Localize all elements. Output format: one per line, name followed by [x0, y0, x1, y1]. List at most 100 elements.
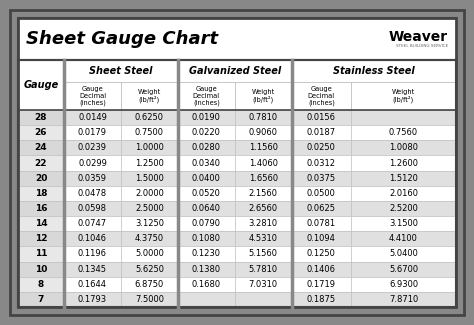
- Bar: [292, 231, 351, 246]
- Text: 0.1644: 0.1644: [78, 280, 107, 289]
- Bar: [64, 277, 121, 292]
- Bar: [292, 155, 351, 171]
- Bar: [292, 246, 351, 262]
- Text: 5.7810: 5.7810: [249, 265, 278, 274]
- Text: 0.0520: 0.0520: [192, 189, 221, 198]
- Bar: [64, 216, 121, 231]
- Text: 1.2500: 1.2500: [135, 159, 164, 168]
- Text: 4.3750: 4.3750: [135, 234, 164, 243]
- Bar: [235, 171, 292, 186]
- Bar: [18, 60, 456, 307]
- Text: 20: 20: [35, 174, 47, 183]
- Text: 0.1875: 0.1875: [307, 295, 336, 304]
- Text: 0.1250: 0.1250: [307, 250, 336, 258]
- Bar: [64, 125, 121, 140]
- Bar: [121, 277, 178, 292]
- Text: Sheet Gauge Chart: Sheet Gauge Chart: [26, 30, 218, 48]
- Text: 0.0340: 0.0340: [192, 159, 221, 168]
- Bar: [292, 292, 351, 307]
- Bar: [292, 262, 351, 277]
- Bar: [64, 186, 121, 201]
- Bar: [178, 246, 235, 262]
- Bar: [178, 201, 235, 216]
- Bar: [292, 110, 351, 125]
- Text: 24: 24: [35, 143, 47, 152]
- Text: 3.1250: 3.1250: [135, 219, 164, 228]
- Text: 0.0239: 0.0239: [78, 143, 107, 152]
- Text: 1.0080: 1.0080: [389, 143, 418, 152]
- Bar: [292, 125, 351, 140]
- Bar: [18, 186, 64, 201]
- Bar: [351, 201, 456, 216]
- Bar: [18, 18, 456, 60]
- Bar: [121, 125, 178, 140]
- Text: 0.6250: 0.6250: [135, 113, 164, 122]
- Text: 0.0149: 0.0149: [78, 113, 107, 122]
- Bar: [292, 277, 351, 292]
- Text: Stainless Steel: Stainless Steel: [333, 66, 415, 76]
- Text: 0.0187: 0.0187: [307, 128, 336, 137]
- Text: 0.0299: 0.0299: [78, 159, 107, 168]
- Text: 1.4060: 1.4060: [249, 159, 278, 168]
- Bar: [18, 262, 64, 277]
- Text: 0.0250: 0.0250: [307, 143, 336, 152]
- Bar: [121, 171, 178, 186]
- Text: 2.6560: 2.6560: [249, 204, 278, 213]
- Bar: [235, 110, 292, 125]
- Bar: [178, 277, 235, 292]
- Bar: [121, 201, 178, 216]
- Text: Gauge: Gauge: [23, 80, 59, 90]
- Text: 0.0625: 0.0625: [307, 204, 336, 213]
- Bar: [64, 201, 121, 216]
- Text: 0.0359: 0.0359: [78, 174, 107, 183]
- Text: Sheet Steel: Sheet Steel: [89, 66, 153, 76]
- Bar: [18, 277, 64, 292]
- Bar: [64, 60, 178, 82]
- Bar: [351, 186, 456, 201]
- Bar: [292, 82, 351, 110]
- Text: 0.0598: 0.0598: [78, 204, 107, 213]
- Bar: [18, 201, 64, 216]
- Text: 16: 16: [35, 204, 47, 213]
- Text: 0.1406: 0.1406: [307, 265, 336, 274]
- Bar: [178, 60, 292, 82]
- Bar: [178, 231, 235, 246]
- Text: 0.0312: 0.0312: [307, 159, 336, 168]
- Text: 5.0000: 5.0000: [135, 250, 164, 258]
- Text: 2.0160: 2.0160: [389, 189, 418, 198]
- Text: 0.0478: 0.0478: [78, 189, 107, 198]
- Text: 0.7500: 0.7500: [135, 128, 164, 137]
- Text: 0.0375: 0.0375: [307, 174, 336, 183]
- Bar: [64, 82, 121, 110]
- Bar: [235, 216, 292, 231]
- Text: 1.5000: 1.5000: [135, 174, 164, 183]
- Text: 28: 28: [35, 113, 47, 122]
- Bar: [178, 82, 235, 110]
- Bar: [64, 140, 121, 155]
- Text: 6.9300: 6.9300: [389, 280, 418, 289]
- Bar: [235, 140, 292, 155]
- Bar: [121, 155, 178, 171]
- Text: 0.0179: 0.0179: [78, 128, 107, 137]
- Bar: [121, 262, 178, 277]
- Bar: [18, 292, 64, 307]
- Bar: [64, 292, 121, 307]
- Bar: [235, 201, 292, 216]
- Bar: [178, 125, 235, 140]
- Text: 22: 22: [35, 159, 47, 168]
- Text: 3.2810: 3.2810: [249, 219, 278, 228]
- Bar: [18, 231, 64, 246]
- Text: 10: 10: [35, 265, 47, 274]
- Text: 0.1230: 0.1230: [192, 250, 221, 258]
- Bar: [292, 171, 351, 186]
- Text: Weaver: Weaver: [389, 30, 448, 44]
- Bar: [178, 186, 235, 201]
- Text: 0.1345: 0.1345: [78, 265, 107, 274]
- Bar: [18, 216, 64, 231]
- Text: 4.4100: 4.4100: [389, 234, 418, 243]
- Text: 0.0400: 0.0400: [192, 174, 221, 183]
- Bar: [351, 262, 456, 277]
- Bar: [351, 110, 456, 125]
- Bar: [292, 201, 351, 216]
- Text: 0.0747: 0.0747: [78, 219, 107, 228]
